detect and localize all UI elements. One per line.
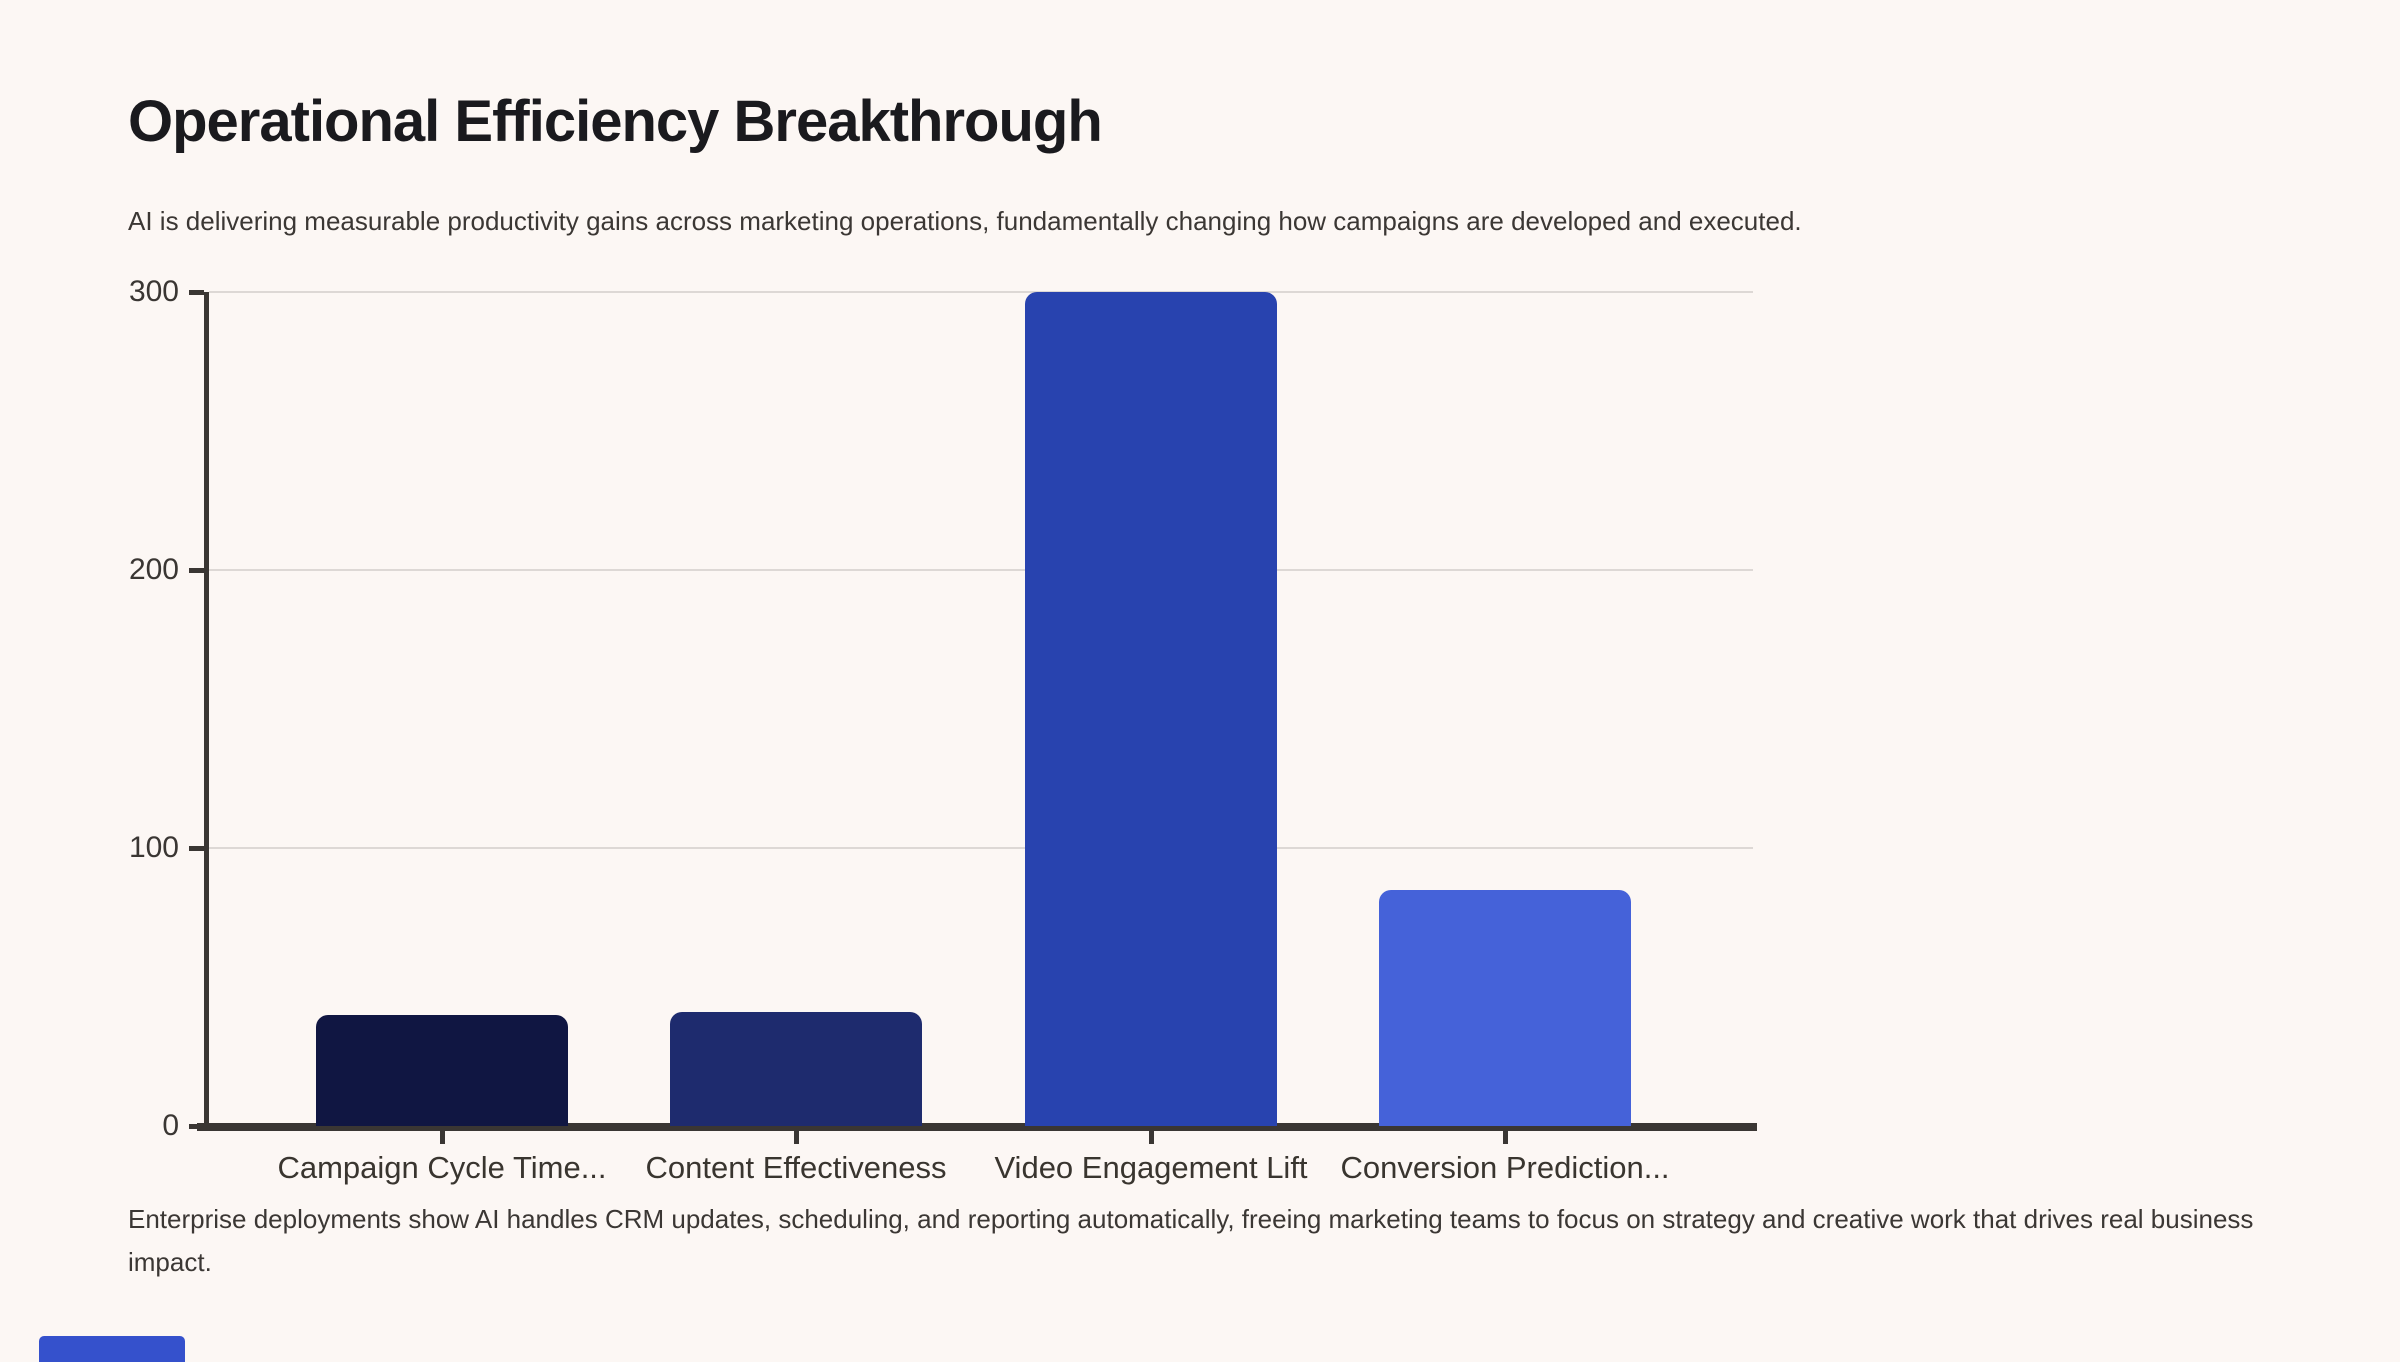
- x-axis-label-2: Content Effectiveness: [645, 1150, 947, 1185]
- y-axis-label-100: 100: [128, 831, 179, 864]
- y-axis-label-0: 0: [162, 1109, 179, 1142]
- x-axis-tick-2: [794, 1131, 799, 1144]
- gridline-300: [209, 291, 1753, 293]
- y-axis-label-300: 300: [128, 275, 179, 308]
- x-axis-tick-3: [1149, 1131, 1154, 1144]
- y-axis-tick-300: [189, 290, 204, 295]
- bar-2: [670, 1012, 922, 1126]
- gridline-100: [209, 847, 1753, 849]
- bar-chart: 0 100 200 300 Campaign Cycle Time... Content …: [129, 277, 1757, 1185]
- y-axis-line: [204, 292, 209, 1130]
- page-title: Operational Efficiency Breakthrough: [128, 89, 1103, 154]
- bar-3: [1025, 292, 1277, 1126]
- y-axis-tick-0: [189, 1124, 204, 1129]
- x-axis-label-3: Video Engagement Lift: [994, 1150, 1308, 1185]
- x-axis-label-1: Campaign Cycle Time...: [277, 1150, 607, 1185]
- x-axis-tick-1: [440, 1131, 445, 1144]
- y-axis-label-200: 200: [128, 553, 179, 586]
- caption: Enterprise deployments show AI handles C…: [128, 1204, 2254, 1277]
- y-axis-tick-100: [189, 846, 204, 851]
- x-axis-label-4: Conversion Prediction...: [1340, 1150, 1670, 1185]
- gridline-200: [209, 569, 1753, 571]
- subtitle: AI is delivering measurable productivity…: [128, 206, 1802, 236]
- progress-bar[interactable]: [39, 1336, 185, 1362]
- x-axis-tick-4: [1503, 1131, 1508, 1144]
- bar-4: [1379, 889, 1631, 1126]
- y-axis-tick-200: [189, 568, 204, 573]
- x-axis-line: [197, 1123, 1757, 1131]
- bar-1: [316, 1014, 568, 1126]
